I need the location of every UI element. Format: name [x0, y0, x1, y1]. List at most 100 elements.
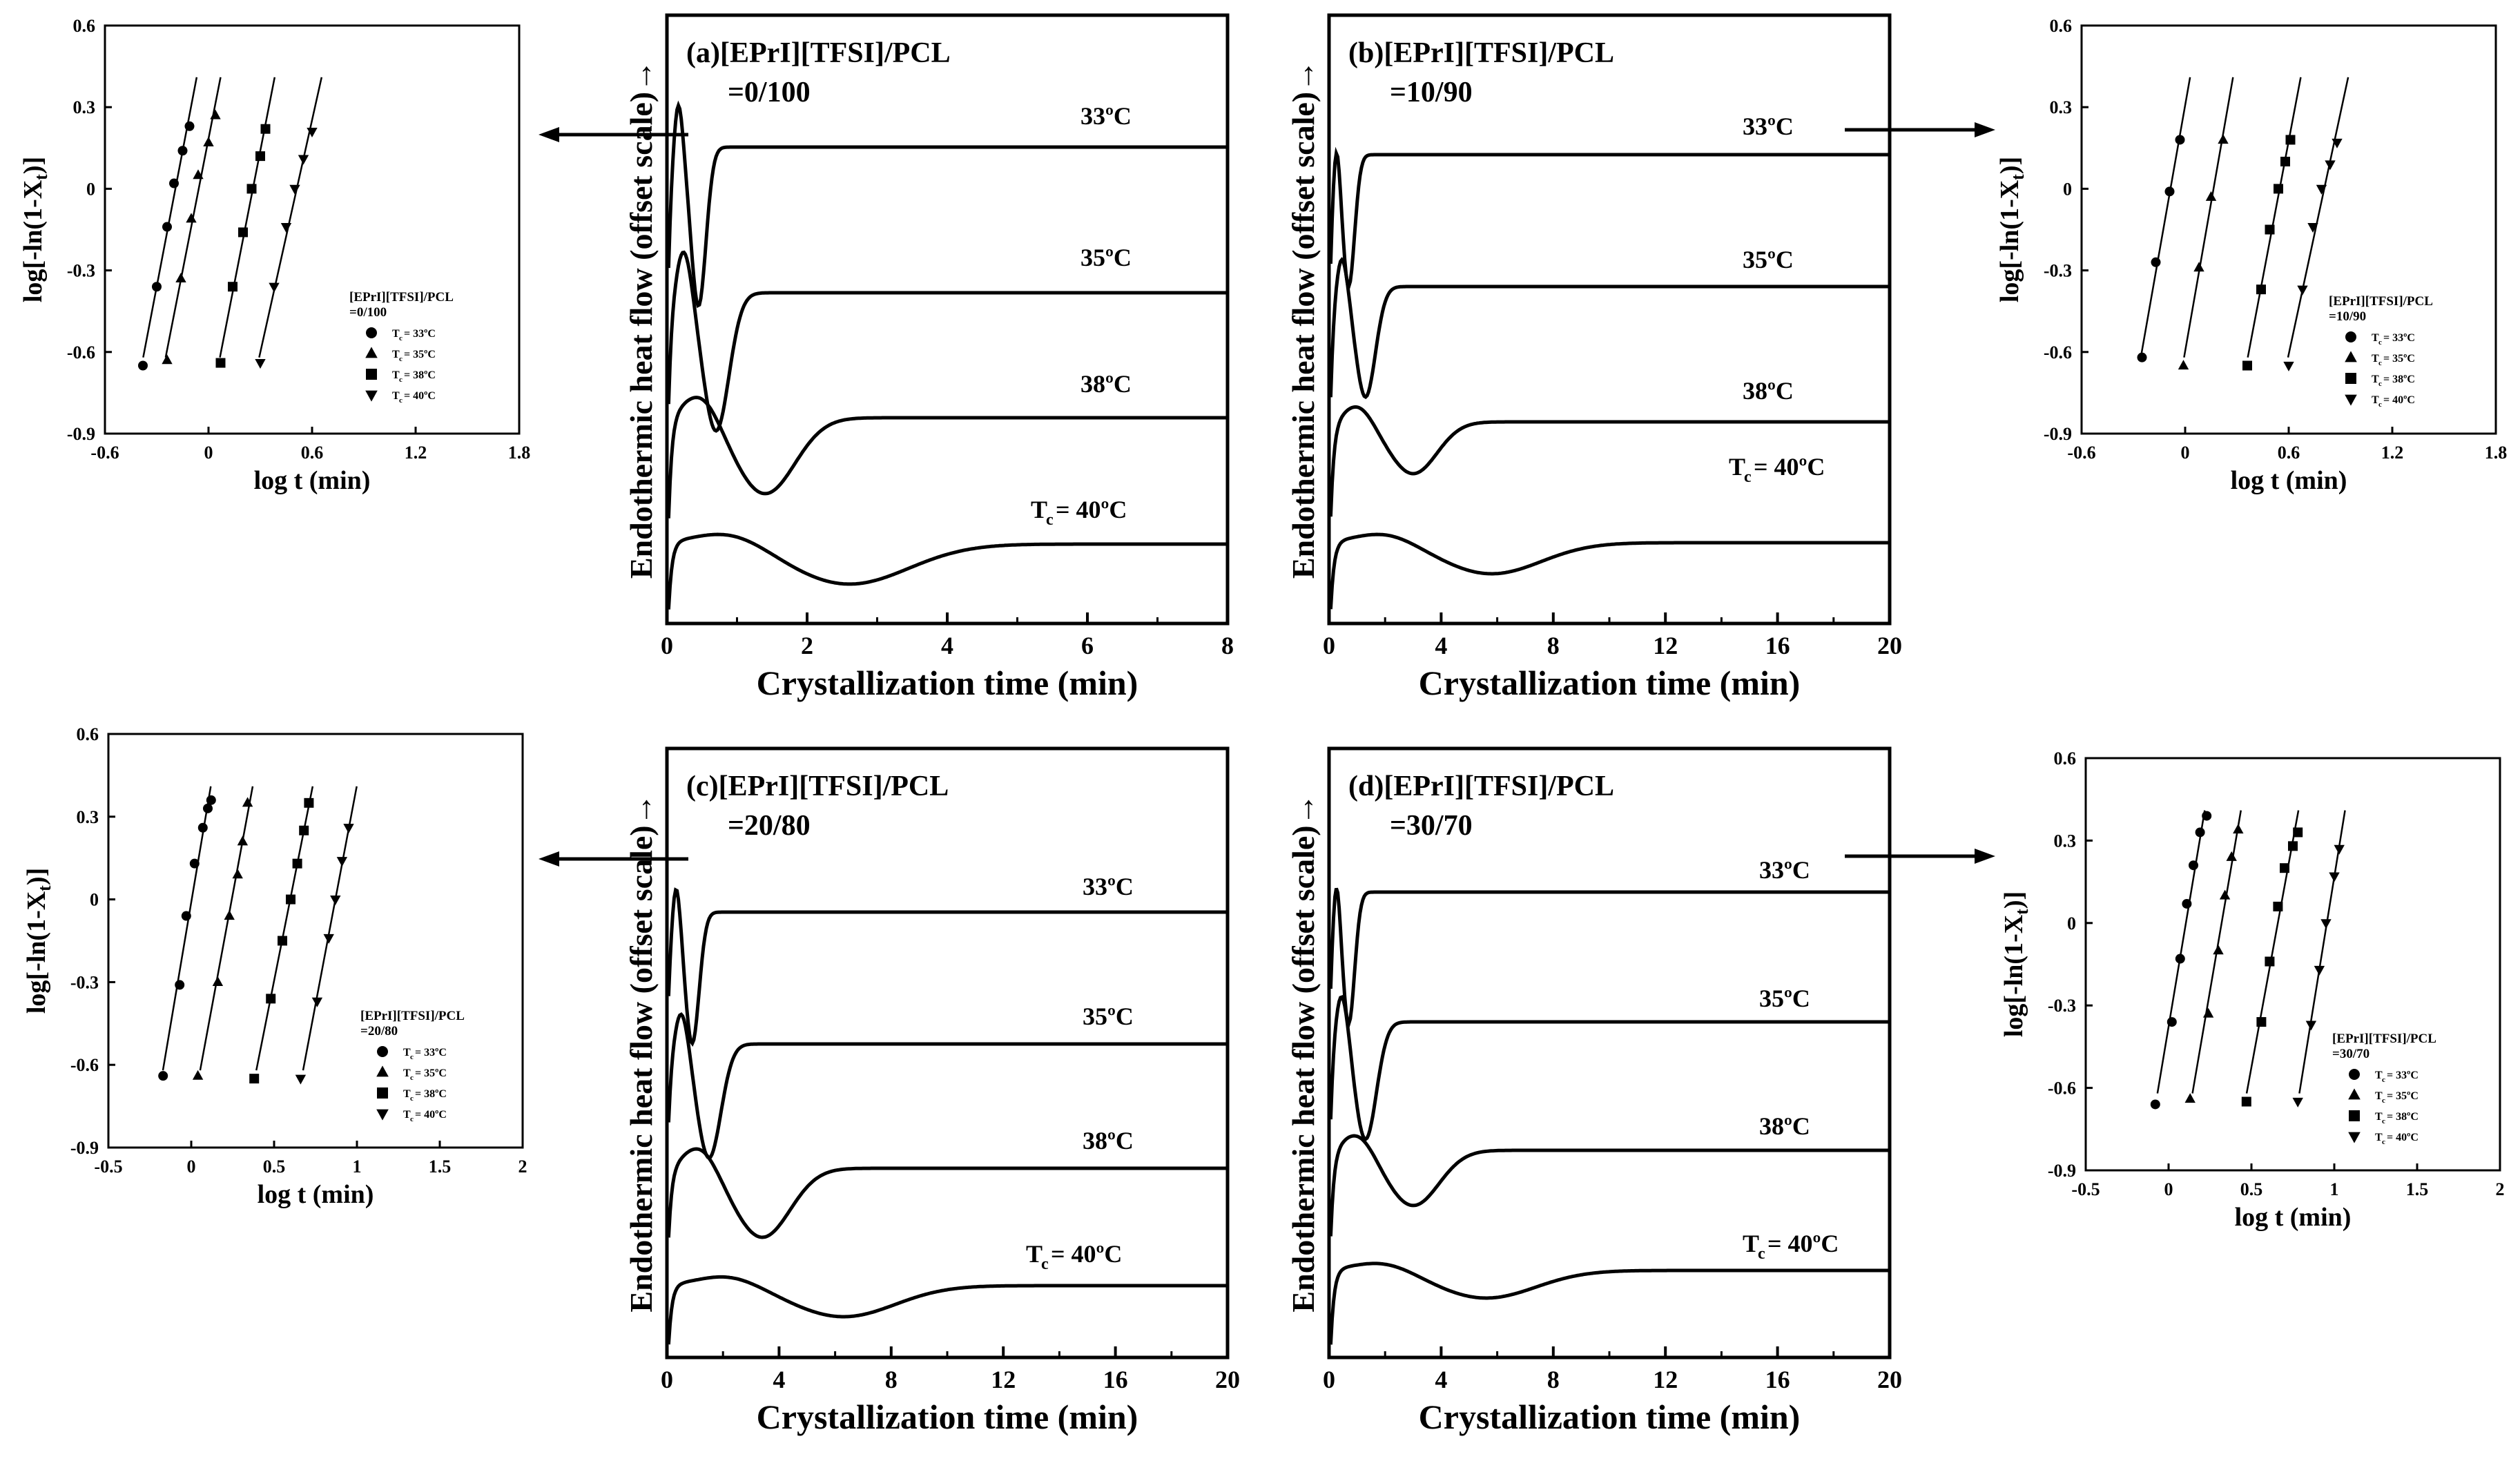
y-axis-title: Endothermic heat flow (offset scale)→	[623, 60, 659, 579]
triangle-down-marker	[330, 896, 341, 905]
series-triangle-down	[2292, 810, 2346, 1108]
x-axis-title: Crystallization time (min)	[757, 1398, 1138, 1436]
circle-marker	[177, 146, 188, 156]
x-tick-label: 4	[1435, 1366, 1447, 1393]
y-axis-title: log[-ln(1-Xt)]	[19, 157, 51, 302]
y-tick-label: 0	[86, 179, 95, 199]
triangle-up-marker	[162, 354, 173, 365]
y-tick-label: -0.3	[2048, 996, 2076, 1016]
triangle-down-marker	[365, 390, 378, 402]
circle-marker	[169, 178, 179, 188]
circle-marker	[2175, 954, 2185, 964]
x-tick-label: 6	[1081, 632, 1094, 659]
triangle-up-marker	[2184, 1093, 2196, 1103]
curve-label: 38ºC	[1743, 377, 1794, 405]
y-axis-title-end: )]	[22, 868, 51, 885]
legend-entry-sub: c	[2382, 1096, 2385, 1105]
y-tick-label: 0.6	[2054, 748, 2077, 768]
legend-entry-label: = 35ºC	[2383, 353, 2415, 365]
curve-label: 35ºC	[1759, 985, 1810, 1012]
square-marker	[292, 858, 302, 869]
dsc-panel-d: 0 4 8 12 16 20 Crystallization time (min) Endot…	[1286, 746, 1902, 1436]
triangle-down-marker	[2334, 844, 2345, 855]
x-tick-label: 4	[1435, 632, 1447, 659]
triangle-up-marker	[2219, 889, 2231, 900]
legend-title: [EPrI][TFSI]/PCL	[2329, 294, 2433, 309]
legend-entry-label: = 33ºC	[415, 1047, 447, 1058]
triangle-up-marker	[232, 869, 243, 879]
circle-marker	[206, 795, 216, 805]
square-marker	[249, 1074, 260, 1084]
triangle-up-marker	[2193, 262, 2204, 272]
legend-entry-sub: c	[2382, 1138, 2385, 1146]
legend-entry-sub: c	[2378, 359, 2382, 367]
circle-marker	[189, 858, 200, 869]
series-triangle-up	[192, 786, 254, 1080]
triangle-up-marker	[2178, 360, 2189, 370]
panel-title: (a)[EPrI][TFSI]/PCL	[686, 37, 951, 69]
inset-legend: [EPrI][TFSI]/PCL=30/70 T c = 33ºC T c = 35ºC…	[2332, 1032, 2436, 1146]
triangle-down-marker	[311, 997, 323, 1007]
triangle-down-marker	[2316, 184, 2327, 195]
legend-entry-label: = 38ºC	[415, 1088, 447, 1100]
fit-line	[2140, 77, 2191, 358]
y-tick-label: 0.3	[2050, 97, 2073, 117]
y-tick-label: 0.3	[77, 807, 99, 827]
curve-label-t: T	[1743, 1230, 1759, 1257]
square-marker	[2265, 224, 2275, 235]
fit-line	[2298, 810, 2346, 1094]
curve-label-t: T	[1729, 453, 1745, 481]
square-marker	[2280, 863, 2289, 873]
x-tick-label: 0.6	[2278, 443, 2300, 463]
x-tick-label: 20	[1877, 1366, 1902, 1393]
legend-entry-sub: c	[2378, 380, 2382, 388]
legend-entry-label: = 40ºC	[415, 1109, 447, 1121]
x-tick-label: 1.5	[2406, 1179, 2429, 1199]
x-tick-label: 16	[1765, 1366, 1790, 1393]
triangle-up-marker	[203, 137, 214, 147]
triangle-down-marker	[336, 857, 348, 867]
triangle-up-marker	[376, 1065, 389, 1077]
avrami-inset-d: -0.5 0 0.5 1 1.5 2 -0.9 -0.6 -0.3 0 0.3 0.6 log t (m…	[1999, 748, 2505, 1232]
x-tick-label: 0	[661, 632, 673, 659]
series-square	[249, 786, 314, 1084]
x-axis-title: Crystallization time (min)	[1419, 664, 1801, 702]
circle-marker	[175, 980, 185, 990]
circle-marker	[2151, 257, 2161, 267]
dsc-panel-b: 0 4 8 12 16 20 Crystallization time (min) Endot…	[1286, 13, 1902, 702]
x-tick-label: 2	[2496, 1179, 2505, 1199]
y-tick-label: -0.6	[67, 342, 95, 362]
triangle-up-marker	[224, 910, 235, 920]
triangle-down-marker	[295, 1074, 307, 1085]
legend-entry-t: T	[2375, 1132, 2383, 1143]
y-axis-title-end: )]	[19, 157, 48, 174]
panel-title: (c)[EPrI][TFSI]/PCL	[686, 771, 949, 802]
legend-entry-sub: c	[410, 1115, 414, 1123]
triangle-down-marker	[2307, 222, 2318, 233]
arrow-head	[539, 127, 559, 142]
square-marker	[266, 994, 276, 1004]
triangle-up-marker	[175, 273, 186, 283]
panel-title: (d)[EPrI][TFSI]/PCL	[1348, 771, 1614, 802]
square-marker	[2288, 841, 2298, 851]
inset-frame	[107, 733, 524, 1149]
curve-label-rest: = 40ºC	[1754, 453, 1825, 481]
x-axis-title: log t (min)	[2231, 466, 2347, 495]
legend-entry-t: T	[403, 1067, 411, 1079]
x-tick-label: 2	[518, 1157, 527, 1177]
x-tick-label: 20	[1215, 1366, 1240, 1393]
y-axis-title: log[-ln(1-Xt)]	[1999, 891, 2032, 1037]
y-tick-label: 0.3	[73, 97, 96, 117]
curve-label: 33ºC	[1083, 873, 1134, 900]
curve-label-sub: c	[1046, 511, 1054, 529]
circle-marker	[2175, 135, 2185, 145]
legend-entry-sub: c	[399, 396, 403, 405]
triangle-down-marker	[269, 282, 280, 293]
dsc-curve-35C	[666, 250, 1228, 433]
y-axis-title-sub: t	[35, 885, 55, 891]
square-marker	[2256, 1017, 2267, 1027]
triangle-down-marker	[2292, 1097, 2303, 1108]
circle-marker	[2195, 827, 2205, 838]
x-axis-title: log t (min)	[254, 466, 371, 495]
series-square	[2241, 810, 2303, 1107]
